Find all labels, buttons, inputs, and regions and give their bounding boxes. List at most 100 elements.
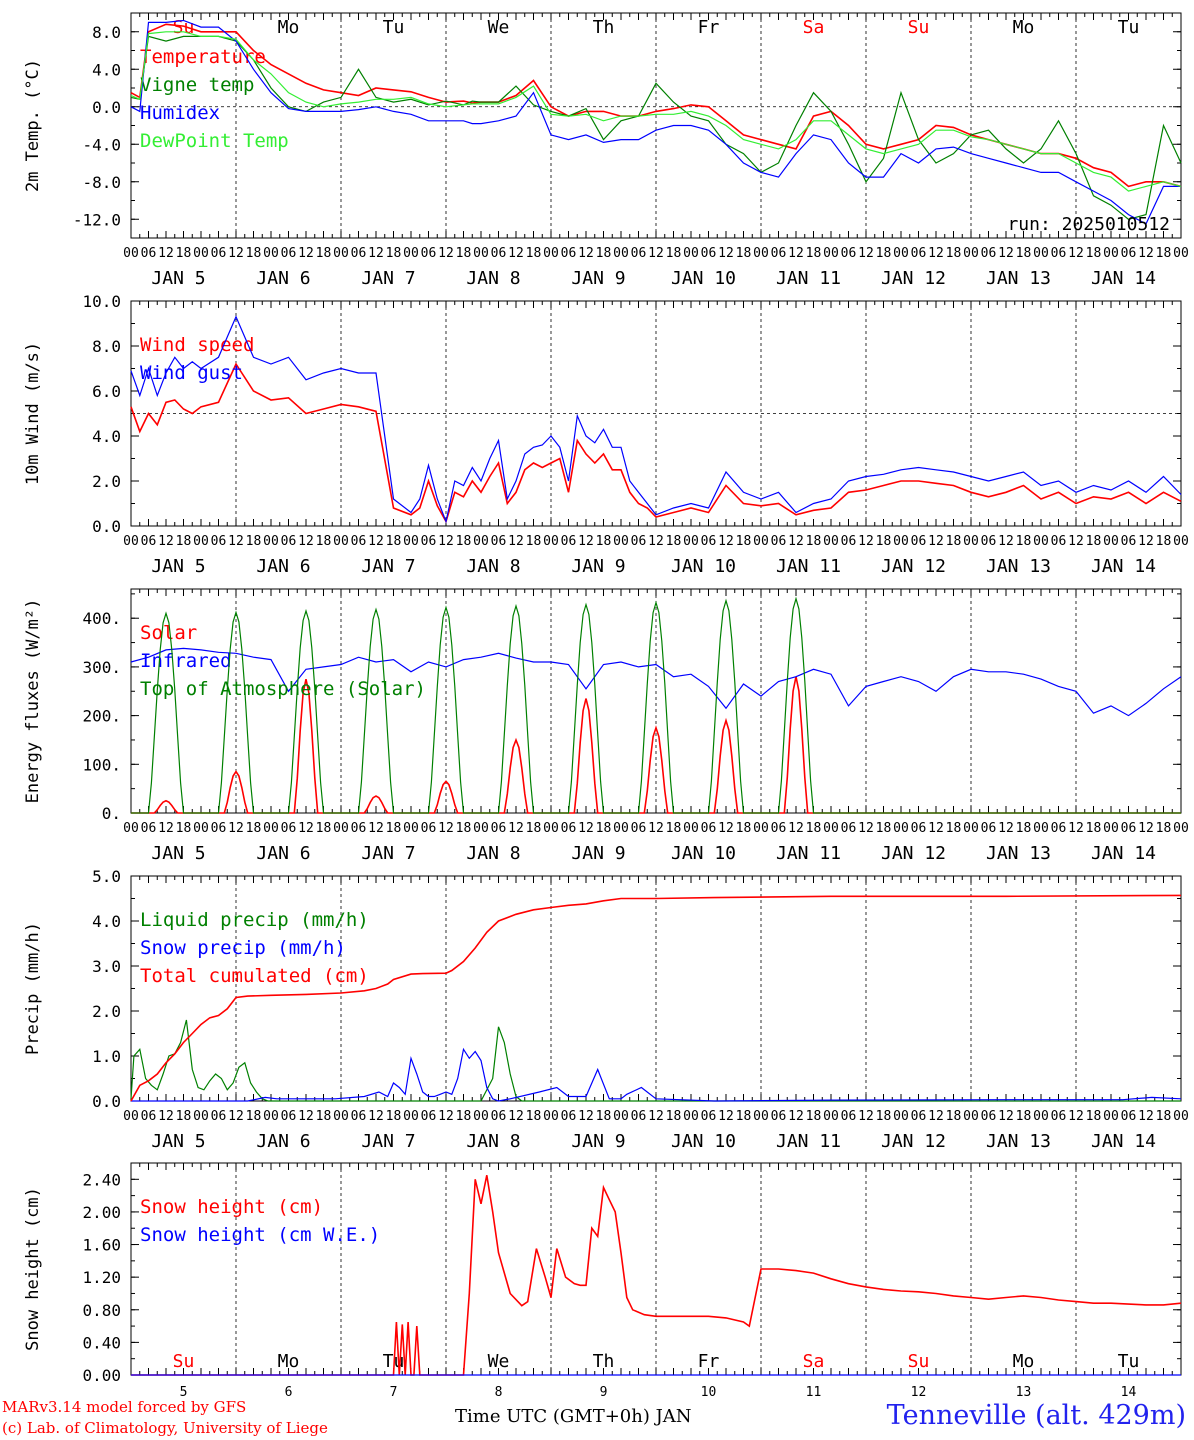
credit-lab: (c) Lab. of Climatology, University of L… — [2, 1419, 328, 1437]
legend-entry: DewPoint Temp — [140, 130, 289, 152]
hour-tick-label: 12 — [228, 821, 244, 836]
hour-tick-label: 06 — [701, 1109, 717, 1124]
weekday-label: Su — [908, 1351, 930, 1372]
hour-tick-label: 00 — [473, 821, 489, 836]
hour-tick-label: 06 — [351, 246, 367, 261]
hour-tick-label: 12 — [928, 534, 944, 549]
hour-tick-label: 18 — [526, 821, 542, 836]
y-tick-label: 8.0 — [92, 337, 121, 356]
day-number-label: 14 — [1121, 1385, 1137, 1400]
hour-tick-label: 18 — [1086, 1109, 1102, 1124]
hour-tick-label: 18 — [876, 821, 892, 836]
hour-tick-label: 12 — [718, 1109, 734, 1124]
date-label: JAN 7 — [361, 268, 415, 289]
y-tick-label: 4.0 — [92, 60, 121, 79]
hour-tick-label: 12 — [788, 1109, 804, 1124]
hour-tick-label: 18 — [176, 246, 192, 261]
hour-tick-label: 00 — [333, 821, 349, 836]
date-label: JAN 10 — [671, 556, 736, 577]
hour-tick-label: 00 — [1033, 246, 1049, 261]
day-number-label: 11 — [806, 1385, 822, 1400]
hour-tick-label: 00 — [193, 246, 209, 261]
hour-tick-label: 06 — [491, 246, 507, 261]
hour-tick-label: 06 — [701, 246, 717, 261]
hour-tick-label: 12 — [578, 821, 594, 836]
hour-tick-label: 18 — [1156, 821, 1172, 836]
hour-tick-label: 06 — [1051, 246, 1067, 261]
hour-tick-label: 00 — [823, 534, 839, 549]
hour-tick-label: 00 — [893, 821, 909, 836]
hour-tick-label: 18 — [246, 821, 262, 836]
date-label: JAN 7 — [361, 556, 415, 577]
hour-tick-label: 18 — [876, 246, 892, 261]
hour-tick-label: 00 — [1173, 1109, 1189, 1124]
hour-tick-label: 06 — [351, 534, 367, 549]
hour-tick-label: 12 — [718, 246, 734, 261]
day-number-label: 13 — [1016, 1385, 1032, 1400]
y-axis-title: Energy fluxes (W/m²) — [23, 599, 43, 804]
date-label: JAN 5 — [151, 268, 205, 289]
weekday-label: Fr — [698, 17, 720, 38]
y-axis-title: Snow height (cm) — [23, 1187, 43, 1351]
hour-tick-label: 12 — [998, 1109, 1014, 1124]
y-tick-label: 0.0 — [92, 98, 121, 117]
hour-tick-label: 12 — [928, 246, 944, 261]
hour-tick-label: 12 — [298, 1109, 314, 1124]
y-tick-label: 0.0 — [92, 1092, 121, 1111]
date-label: JAN 7 — [361, 1131, 415, 1152]
hour-tick-label: 12 — [368, 246, 384, 261]
hour-tick-label: 00 — [1033, 534, 1049, 549]
hour-tick-label: 06 — [141, 534, 157, 549]
hour-tick-label: 12 — [718, 534, 734, 549]
date-label: JAN 6 — [256, 268, 310, 289]
y-tick-label: 2.40 — [82, 1170, 121, 1189]
hour-tick-label: 06 — [1051, 1109, 1067, 1124]
date-label: JAN 11 — [776, 843, 841, 864]
hour-tick-label: 06 — [841, 246, 857, 261]
date-label: JAN 14 — [1091, 268, 1156, 289]
hour-tick-label: 18 — [456, 1109, 472, 1124]
hour-tick-label: 00 — [683, 246, 699, 261]
hour-tick-label: 06 — [1051, 534, 1067, 549]
date-label: JAN 6 — [256, 843, 310, 864]
date-label: JAN 5 — [151, 1131, 205, 1152]
date-label: JAN 11 — [776, 268, 841, 289]
hour-tick-label: 00 — [193, 821, 209, 836]
hour-tick-label: 18 — [246, 534, 262, 549]
hour-tick-label: 06 — [491, 534, 507, 549]
hour-tick-label: 00 — [963, 534, 979, 549]
legend-entry: Vigne temp — [140, 74, 254, 96]
y-tick-label: 6.0 — [92, 382, 121, 401]
hour-tick-label: 12 — [1138, 821, 1154, 836]
hour-tick-label: 18 — [1156, 246, 1172, 261]
hour-tick-label: 06 — [211, 1109, 227, 1124]
hour-tick-label: 06 — [1121, 1109, 1137, 1124]
series-line-total-cumulated-cm- — [130, 894, 1182, 1102]
hour-tick-label: 00 — [613, 821, 629, 836]
y-tick-label: 100. — [82, 755, 121, 774]
date-label: JAN 12 — [881, 843, 946, 864]
hour-tick-label: 00 — [263, 821, 279, 836]
hour-tick-label: 00 — [1173, 534, 1189, 549]
y-tick-label: 0.0 — [92, 517, 121, 536]
legend-entry: Solar — [140, 622, 197, 644]
hour-tick-label: 06 — [911, 246, 927, 261]
hour-tick-label: 06 — [631, 1109, 647, 1124]
hour-tick-label: 18 — [946, 246, 962, 261]
date-label: JAN 10 — [671, 1131, 736, 1152]
hour-tick-label: 00 — [963, 1109, 979, 1124]
hour-tick-label: 06 — [841, 821, 857, 836]
hour-tick-label: 00 — [263, 534, 279, 549]
hour-tick-label: 00 — [613, 534, 629, 549]
weekday-label: Mo — [1013, 17, 1035, 38]
hour-tick-label: 06 — [1121, 534, 1137, 549]
hour-tick-label: 12 — [578, 1109, 594, 1124]
y-tick-label: 2.0 — [92, 472, 121, 491]
hour-tick-label: 00 — [403, 246, 419, 261]
weekday-label: Sa — [803, 17, 825, 38]
date-label: JAN 6 — [256, 1131, 310, 1152]
date-label: JAN 13 — [986, 556, 1051, 577]
hour-tick-label: 12 — [858, 534, 874, 549]
